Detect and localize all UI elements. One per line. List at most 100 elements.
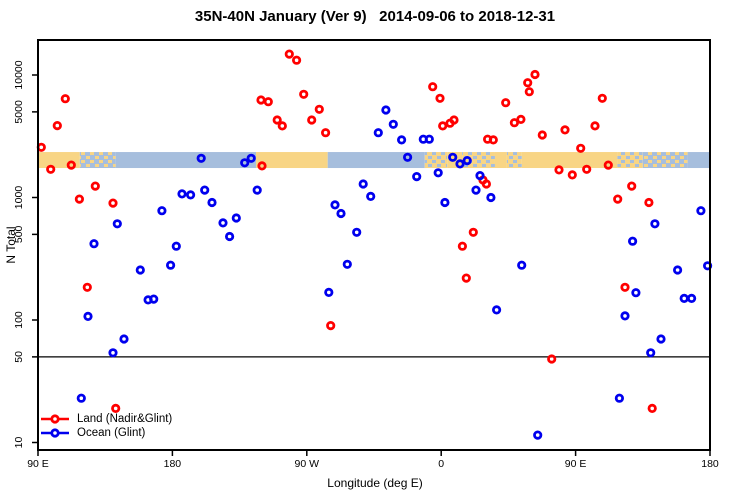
scatter-point-land — [509, 118, 520, 128]
scatter-point-land — [46, 164, 56, 174]
scatter-point-ocean — [402, 152, 413, 162]
scatter-point-ocean — [218, 218, 228, 228]
legend-row-land: Land (Nadir&Glint) — [40, 412, 172, 426]
scatter-point-land — [445, 118, 455, 128]
scatter-point-ocean — [89, 239, 99, 249]
scatter-point-ocean — [656, 334, 666, 344]
scatter-point-ocean — [246, 153, 256, 163]
map-band-segment-land — [256, 152, 328, 169]
scatter-point-land — [66, 160, 76, 170]
scatter-point-land — [320, 128, 331, 138]
scatter-point-land — [547, 354, 557, 364]
map-band-segment-ocean — [327, 152, 425, 169]
scatter-point-land — [111, 403, 121, 413]
scatter-point-ocean — [225, 231, 235, 242]
legend-label-ocean: Ocean (Glint) — [77, 427, 146, 439]
x-tick-label: 90 E — [565, 458, 587, 470]
scatter-point-land — [627, 181, 637, 191]
scatter-point-land — [567, 170, 577, 180]
scatter-point-ocean — [330, 200, 340, 210]
y-tick-label: 10000 — [13, 60, 25, 89]
scatter-point-ocean — [517, 260, 527, 270]
scatter-point-ocean — [200, 185, 210, 195]
scatter-point-land — [524, 87, 534, 97]
scatter-point-ocean — [686, 293, 697, 303]
scatter-point-land — [284, 49, 294, 59]
x-tick-label: 180 — [164, 458, 182, 470]
scatter-point-land — [516, 114, 526, 125]
scatter-point-ocean — [373, 128, 383, 138]
y-tick-label: 500 — [13, 225, 25, 243]
map-band-segment-mix-land — [506, 152, 522, 169]
scatter-point-ocean — [381, 105, 391, 115]
map-band-segment-mix-land — [424, 152, 448, 169]
legend: Land (Nadir&Glint) Ocean (Glint) — [40, 412, 172, 440]
scatter-point-ocean — [471, 185, 481, 195]
scatter-point-land — [620, 282, 630, 292]
scatter-point-land — [82, 282, 92, 292]
scatter-point-ocean — [366, 191, 376, 201]
map-band-segment-mix-land — [617, 152, 643, 169]
scatter-point-land — [438, 121, 448, 131]
scatter-point-ocean — [108, 348, 118, 358]
plot-border — [37, 39, 711, 451]
scatter-point-land — [277, 121, 287, 131]
scatter-point-land — [435, 93, 445, 103]
scatter-point-land — [644, 197, 654, 208]
x-tick-label: 90 E — [27, 458, 49, 470]
x-axis-label: Longitude (deg E) — [327, 476, 423, 490]
map-band-segment-ocean — [687, 152, 710, 169]
scatter-point-ocean — [412, 172, 422, 182]
scatter-point-ocean — [679, 293, 689, 303]
map-band-segment-ocean — [115, 152, 257, 169]
scatter-point-land — [488, 135, 498, 145]
scatter-point-ocean — [324, 287, 334, 297]
scatter-point-land — [501, 98, 511, 108]
scatter-point-ocean — [83, 311, 93, 321]
scatter-point-ocean — [396, 135, 407, 145]
scatter-point-ocean — [455, 159, 465, 169]
scatter-point-ocean — [475, 171, 485, 181]
x-tick-label: 90 W — [295, 458, 320, 470]
scatter-point-land — [582, 164, 592, 174]
map-band-segment-land — [494, 152, 507, 169]
scatter-point-land — [299, 89, 309, 99]
scatter-point-land — [481, 179, 491, 189]
scatter-point-land — [90, 181, 100, 191]
scatter-point-ocean — [352, 227, 362, 237]
x-tick-label: 180 — [701, 458, 719, 470]
scatter-point-ocean — [614, 393, 625, 403]
scatter-point-land — [613, 194, 623, 204]
scatter-point-ocean — [252, 185, 262, 195]
map-band-segment-mix-ocean — [79, 152, 116, 169]
scatter-point-land — [257, 161, 267, 171]
scatter-point-ocean — [76, 393, 86, 403]
scatter-point-ocean — [207, 197, 217, 208]
scatter-point-ocean — [336, 208, 346, 219]
scatter-point-ocean — [171, 241, 181, 251]
y-tick-label: 5000 — [13, 100, 25, 124]
scatter-point-ocean — [358, 179, 368, 189]
scatter-point-land — [291, 55, 302, 65]
scatter-point-land — [523, 78, 533, 88]
scatter-point-ocean — [491, 305, 502, 315]
scatter-point-ocean — [696, 206, 706, 216]
map-band-segment-mix-ocean — [642, 152, 688, 169]
scatter-point-ocean — [646, 348, 656, 358]
y-axis-label: N Total — [4, 226, 18, 264]
scatter-point-ocean — [533, 430, 543, 440]
legend-row-ocean: Ocean (Glint) — [40, 426, 172, 440]
scatter-point-ocean — [433, 168, 443, 178]
scatter-point-ocean — [119, 334, 129, 344]
map-band-segment-mix-land — [462, 152, 495, 169]
scatter-point-ocean — [157, 206, 167, 216]
scatter-point-ocean — [112, 219, 122, 229]
scatter-point-land — [461, 273, 471, 283]
scatter-point-land — [554, 165, 564, 175]
scatter-point-land — [428, 82, 438, 92]
legend-label-land: Land (Nadir&Glint) — [77, 413, 173, 425]
scatter-point-ocean — [627, 236, 638, 246]
scatter-point-ocean — [166, 260, 176, 270]
land-series-icon — [41, 414, 69, 424]
